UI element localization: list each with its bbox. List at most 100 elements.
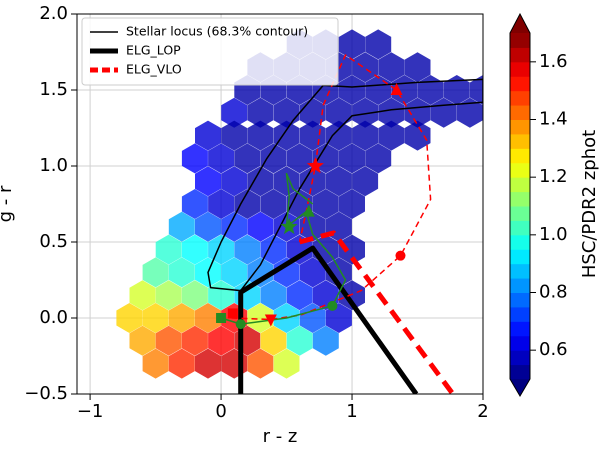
colorbar-band (510, 321, 530, 337)
hex-cell (208, 325, 235, 356)
hex-cell (260, 325, 287, 356)
hex-cell (221, 211, 248, 242)
hex-cell (456, 97, 483, 128)
hex-cell (181, 280, 208, 311)
hex-cell (352, 120, 379, 151)
plot-frame (76, 13, 484, 395)
hex-cell (168, 211, 195, 242)
hex-cell (273, 120, 300, 151)
line-series (231, 54, 432, 321)
marker (390, 83, 403, 95)
hex-cell (181, 189, 208, 219)
hex-cell (404, 97, 431, 128)
hex-cell (286, 280, 313, 311)
x-axis-label: r - z (263, 426, 298, 447)
y-tick-label: 0.5 (39, 231, 68, 252)
colorbar-tick-label: 0.6 (539, 339, 568, 360)
hex-cell (221, 97, 248, 128)
hex-cell (286, 143, 313, 174)
hex-cell (181, 325, 208, 356)
hex-cell (260, 234, 287, 265)
colorbar-band (510, 76, 530, 92)
colorbar-tick-label: 1.2 (539, 166, 568, 187)
hex-cell (365, 143, 392, 174)
colorbar-band (510, 206, 530, 221)
marker (280, 217, 298, 235)
hex-cell (339, 75, 365, 105)
colorbar-extend (510, 14, 530, 33)
hex-cell (116, 303, 143, 333)
colorbar-band (510, 364, 530, 380)
hex-cell (208, 143, 235, 174)
hex-cell (339, 29, 365, 60)
hex-cell (221, 120, 248, 151)
y-axis-label: g - r (0, 185, 16, 222)
colorbar-band (510, 350, 530, 366)
marker (306, 157, 324, 174)
colorbar-band (510, 162, 530, 178)
hex-cell (221, 166, 248, 197)
colorbar-band (510, 105, 530, 120)
colorbar-band (510, 292, 530, 308)
y-tick-label: −0.5 (24, 383, 68, 404)
hex-cell (247, 120, 274, 151)
colorbar-band (510, 191, 530, 207)
colorbar-tick-label: 1.6 (539, 51, 568, 72)
hex-cell (247, 97, 274, 128)
hex-cell (168, 348, 195, 379)
colorbar-tick-label: 1.4 (539, 109, 568, 130)
colorbar-tick-label: 1.0 (539, 224, 568, 245)
colorbar-band (510, 177, 530, 193)
hex-cell (247, 303, 274, 333)
y-tick-label: 2.0 (39, 3, 68, 24)
hex-cell (299, 303, 326, 333)
y-tick-label: 0.0 (39, 307, 68, 328)
line-series (207, 78, 483, 292)
hex-cell (195, 303, 221, 333)
hex-cell (195, 120, 221, 151)
colorbar-band (510, 335, 530, 351)
hex-cell (155, 325, 182, 356)
marker (227, 308, 238, 319)
hex-cell (260, 189, 287, 219)
line-series (298, 230, 455, 394)
marker (327, 300, 338, 311)
colorbar-band (510, 234, 530, 250)
hex-cell (181, 234, 208, 265)
colorbar-band (510, 47, 530, 63)
colorbar-band (510, 306, 530, 322)
hex-cell (299, 257, 326, 288)
colorbar-extend (510, 379, 530, 396)
hex-cell (339, 234, 365, 265)
colorbar-band (510, 61, 530, 77)
plot-area (77, 14, 483, 394)
hex-cell (234, 143, 261, 174)
x-tick-label: 2 (477, 401, 488, 422)
hex-cell (352, 97, 379, 128)
hex-cell (129, 325, 156, 356)
hex-cell (260, 143, 287, 174)
hex-cell (325, 120, 352, 151)
hex-cell (286, 325, 313, 356)
hex-cell (247, 166, 274, 197)
hex-cell (312, 189, 339, 219)
hex-cell (365, 29, 392, 60)
hex-cell (129, 280, 156, 311)
marker (235, 319, 246, 330)
hex-cell (378, 97, 405, 128)
legend-box (81, 17, 339, 86)
hex-cell (234, 189, 261, 219)
hex-cell (378, 52, 405, 83)
colorbar-frame (509, 12, 531, 397)
line-series (220, 172, 347, 325)
hex-cell (273, 257, 300, 288)
colorbar-band (510, 119, 530, 135)
colorbar-band (510, 278, 530, 293)
colorbar-tick-label: 0.8 (539, 282, 568, 303)
hex-cell (155, 234, 182, 265)
colorbar-band (510, 133, 530, 149)
line-series (238, 245, 419, 394)
hex-cell (339, 189, 365, 219)
hex-cell (168, 303, 195, 333)
